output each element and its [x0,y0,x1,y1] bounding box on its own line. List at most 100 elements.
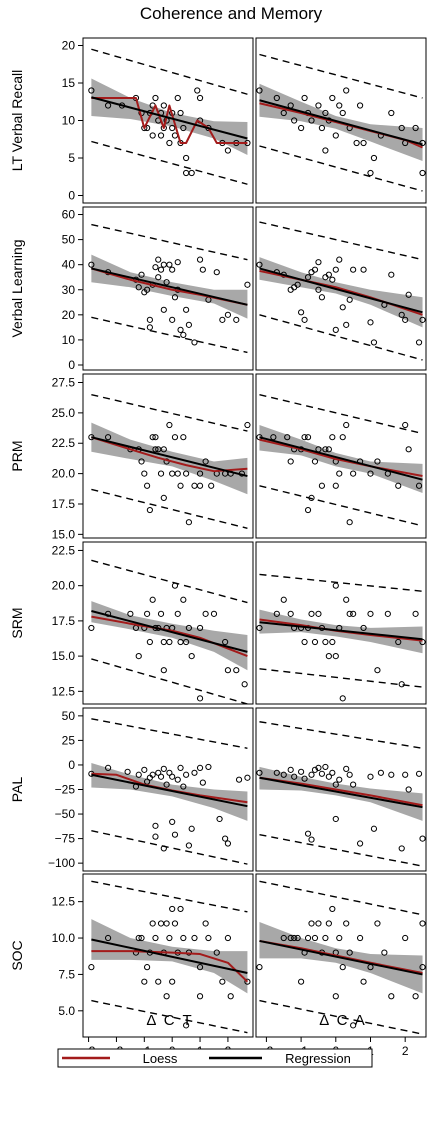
data-point [244,281,251,288]
data-point [224,667,232,674]
data-point [356,934,364,942]
data-point [191,482,198,489]
data-point [304,274,312,281]
prediction-upper-line [91,718,248,749]
prediction-lower-line [91,316,248,354]
data-point [325,773,332,780]
data-point [180,934,187,942]
data-point [155,274,162,281]
panel-frame [255,206,427,371]
data-point [332,482,339,489]
data-point [339,304,346,311]
data-point [256,87,263,94]
data-point [419,835,426,842]
data-point [160,306,167,313]
panel-r5-c1 [255,873,427,1038]
data-point [343,421,350,429]
legend: Loess Regression [57,1048,373,1068]
data-point [301,638,308,646]
data-point [291,773,298,780]
data-point [388,771,395,778]
figure-title: Coherence and Memory [140,4,323,23]
data-point [152,822,159,829]
data-point [149,771,156,778]
data-point [374,458,381,465]
panel-frame [82,373,254,539]
y-tick-label: 15 [62,76,76,90]
data-point [135,284,142,291]
data-point [322,763,329,771]
data-point [166,139,173,147]
data-point [171,294,179,301]
data-point [322,109,329,117]
data-point [235,776,243,783]
data-point [329,638,336,646]
data-point [183,306,190,313]
data-point [384,610,391,617]
data-point [244,421,251,429]
panel-frame [255,541,427,705]
data-point [174,259,181,266]
data-point [402,771,409,778]
prediction-upper-line [259,573,423,593]
data-point [185,624,193,632]
data-point [273,94,280,102]
data-point [183,771,190,778]
data-point [291,934,298,942]
regression-line [259,99,423,146]
data-point [138,934,145,942]
data-point [160,845,167,852]
data-point [219,978,226,985]
data-point [329,905,336,913]
regression-line [259,621,423,641]
data-point [301,775,308,782]
data-point [398,681,405,688]
data-point [405,786,412,793]
data-point [155,256,162,263]
data-point [287,766,294,773]
y-tick-label: −100 [48,856,75,870]
data-point [360,978,367,985]
y-tick-label: 60 [62,208,76,222]
data-point [143,482,151,489]
prediction-upper-line [259,221,423,261]
data-point [183,470,190,477]
data-point [402,421,409,429]
data-point [370,825,378,832]
data-point [370,154,378,162]
data-point [219,316,226,323]
data-point [322,934,329,942]
data-point [171,582,179,589]
panel-r2-c0 [82,373,254,539]
data-point [315,764,322,771]
data-point [177,905,184,913]
data-point [169,316,176,323]
data-point [339,434,346,441]
data-point [163,920,170,927]
data-point [196,256,204,263]
data-point [346,519,353,526]
data-point [104,764,112,771]
data-point [304,434,312,441]
y-tick-label: 25.0 [52,406,76,420]
prediction-lower-line [259,314,423,361]
data-point [402,316,409,323]
data-point [256,769,263,776]
data-point [222,638,229,646]
panel-frame [255,373,427,539]
data-point [166,638,173,646]
data-point [152,446,159,453]
data-point [343,765,350,772]
data-point [339,109,346,117]
confidence-band [259,257,423,328]
data-point [350,610,357,617]
regression-line [259,939,423,976]
row-label-3: SRM [9,607,25,638]
data-point [160,494,167,502]
data-point [284,434,291,441]
data-point [367,470,374,477]
data-point [141,470,148,477]
y-tick-label: 0 [68,358,75,372]
data-point [350,781,357,788]
